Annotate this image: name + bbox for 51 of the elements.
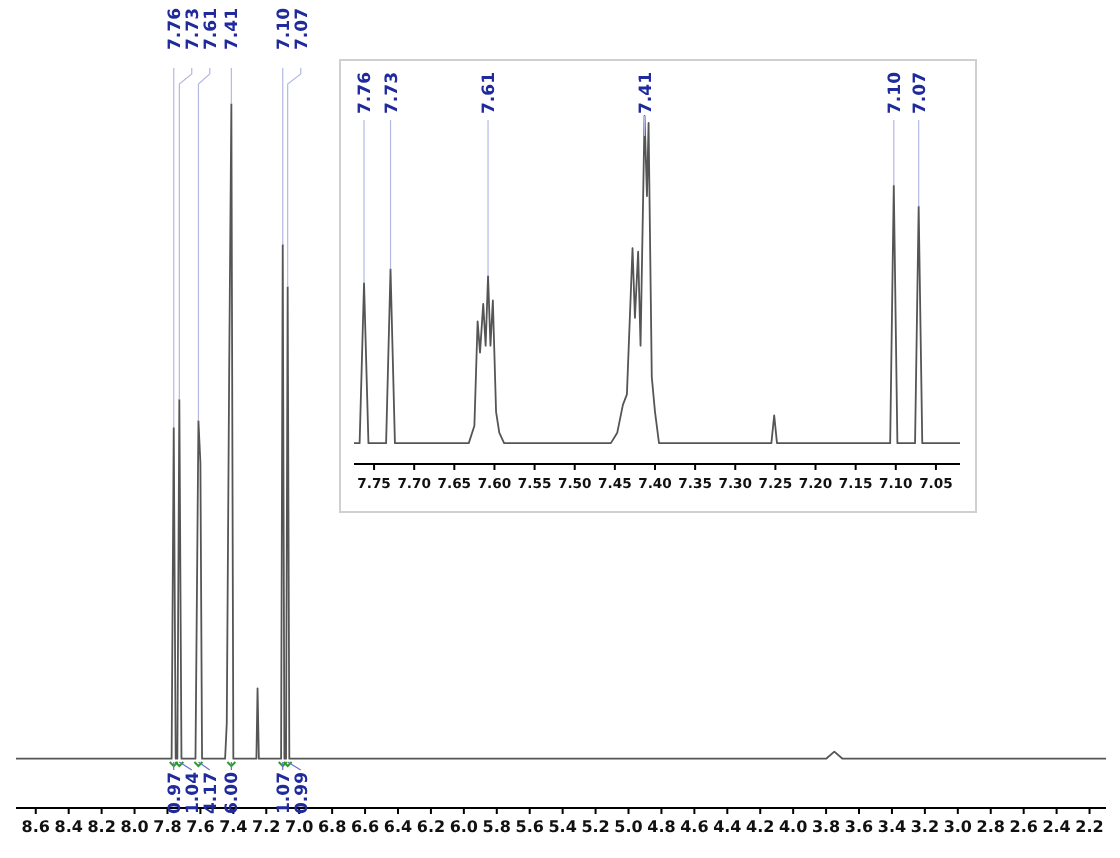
annotation: 0.97 xyxy=(165,771,186,814)
x-tick-label: 2.2 xyxy=(1075,818,1104,836)
x-tick-label: 7.8 xyxy=(153,818,183,836)
x-tick-label: 2.6 xyxy=(1009,818,1039,836)
x-tick-label: 6.2 xyxy=(416,818,446,836)
annotation: 6.00 xyxy=(223,771,244,814)
x-tick-label: 5.8 xyxy=(482,818,512,836)
x-tick-label: 8.0 xyxy=(120,818,150,836)
annotation: 7.10 xyxy=(885,71,906,114)
x-tick-label: 8.4 xyxy=(54,818,84,836)
x-tick-label: 2.8 xyxy=(976,818,1006,836)
annotation: 7.61 xyxy=(480,71,501,114)
annotation: 7.41 xyxy=(636,71,657,114)
annotation: 7.73 xyxy=(183,7,204,50)
x-tick-label: 5.2 xyxy=(581,818,610,836)
x-tick-label: 6.6 xyxy=(350,818,381,836)
annotation: 7.76 xyxy=(356,71,377,114)
x-tick-label: 2.4 xyxy=(1042,818,1072,836)
annotation: 7.41 xyxy=(223,7,244,50)
x-tick-label: 7.6 xyxy=(186,818,216,836)
x-tick-label: 4.8 xyxy=(647,818,677,836)
annotation: 7.76 xyxy=(165,7,186,50)
x-tick-label: 5.6 xyxy=(515,818,545,836)
x-tick-label: 4.0 xyxy=(778,818,809,836)
x-tick-label: 8.2 xyxy=(87,818,116,836)
x-tick-label: 3.6 xyxy=(844,818,875,836)
x-tick-label: 5.4 xyxy=(548,818,578,836)
x-tick-label: 4.4 xyxy=(713,818,743,836)
x-tick-label: 5.0 xyxy=(614,818,644,836)
annotation: 1.04 xyxy=(183,771,204,814)
annotation: 4.17 xyxy=(201,771,222,814)
x-tick-label: 6.8 xyxy=(317,818,348,836)
annotation: 7.73 xyxy=(382,71,403,114)
annotation: 7.10 xyxy=(274,7,295,50)
annotation: 0.99 xyxy=(292,771,313,814)
x-tick-label: 4.6 xyxy=(680,818,710,836)
x-tick-label: 6.4 xyxy=(383,818,414,836)
x-tick-label: 4.2 xyxy=(746,818,775,836)
x-tick-label: 3.2 xyxy=(910,818,940,836)
x-tick-label: 7.4 xyxy=(219,818,249,836)
annotation: 7.61 xyxy=(201,7,222,50)
x-tick-label: 3.4 xyxy=(877,818,907,836)
x-tick-label: 7.0 xyxy=(285,818,315,836)
x-tick-label: 8.6 xyxy=(21,818,51,836)
annotation: 7.07 xyxy=(292,7,313,50)
annotation: 1.07 xyxy=(274,771,295,814)
x-tick-label: 7.2 xyxy=(252,818,281,836)
x-tick-label: 3.0 xyxy=(943,818,973,836)
x-tick-label: 6.0 xyxy=(449,818,479,836)
annotation: 7.07 xyxy=(910,71,931,114)
x-tick-label: 3.8 xyxy=(811,818,842,836)
